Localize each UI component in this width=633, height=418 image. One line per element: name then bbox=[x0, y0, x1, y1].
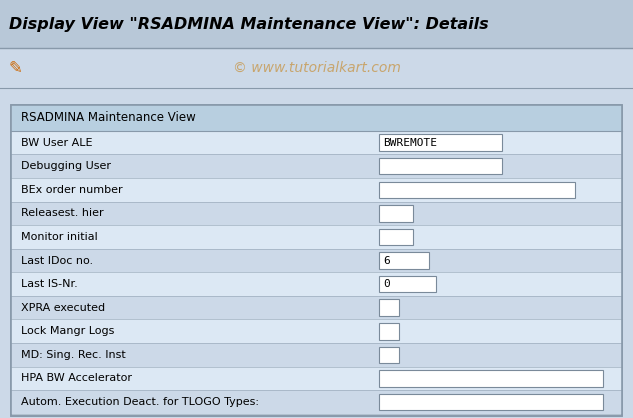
Bar bbox=[379, 158, 502, 174]
Text: BEx order number: BEx order number bbox=[21, 185, 123, 195]
Text: BW User ALE: BW User ALE bbox=[21, 138, 92, 148]
Bar bbox=[11, 390, 622, 414]
Text: ✎: ✎ bbox=[9, 59, 23, 77]
Bar bbox=[379, 276, 436, 292]
Bar bbox=[379, 370, 603, 387]
Text: Last IDoc no.: Last IDoc no. bbox=[21, 255, 93, 265]
Bar bbox=[379, 134, 502, 151]
Text: Monitor initial: Monitor initial bbox=[21, 232, 97, 242]
Bar bbox=[11, 104, 622, 416]
Bar bbox=[379, 205, 413, 222]
Bar bbox=[11, 201, 622, 225]
Text: Lock Mangr Logs: Lock Mangr Logs bbox=[21, 326, 115, 336]
Text: © www.tutorialkart.com: © www.tutorialkart.com bbox=[232, 61, 401, 75]
Bar bbox=[11, 131, 622, 154]
Text: Releasest. hier: Releasest. hier bbox=[21, 208, 104, 218]
Text: MD: Sing. Rec. Inst: MD: Sing. Rec. Inst bbox=[21, 350, 125, 360]
Bar bbox=[11, 343, 622, 367]
Bar bbox=[11, 178, 622, 201]
Text: Debugging User: Debugging User bbox=[21, 161, 111, 171]
Text: Display View "RSADMINA Maintenance View": Details: Display View "RSADMINA Maintenance View"… bbox=[9, 17, 489, 31]
Text: XPRA executed: XPRA executed bbox=[21, 303, 105, 313]
Bar bbox=[379, 229, 413, 245]
Text: BWREMOTE: BWREMOTE bbox=[384, 138, 437, 148]
Bar bbox=[11, 154, 622, 178]
Bar bbox=[379, 323, 399, 339]
Bar bbox=[379, 252, 429, 269]
Bar bbox=[11, 367, 622, 390]
Bar bbox=[11, 104, 622, 131]
Bar bbox=[379, 181, 575, 198]
Text: 0: 0 bbox=[384, 279, 391, 289]
Bar bbox=[379, 347, 399, 363]
Bar bbox=[11, 249, 622, 273]
Text: 6: 6 bbox=[384, 255, 391, 265]
Text: Last IS-Nr.: Last IS-Nr. bbox=[21, 279, 78, 289]
Bar bbox=[11, 225, 622, 249]
Text: RSADMINA Maintenance View: RSADMINA Maintenance View bbox=[21, 111, 196, 124]
Bar bbox=[0, 0, 633, 48]
Text: Autom. Execution Deact. for TLOGO Types:: Autom. Execution Deact. for TLOGO Types: bbox=[21, 397, 259, 407]
Bar bbox=[11, 104, 622, 416]
Bar bbox=[11, 319, 622, 343]
Bar bbox=[0, 48, 633, 88]
Text: HPA BW Accelerator: HPA BW Accelerator bbox=[21, 373, 132, 383]
Bar bbox=[11, 296, 622, 319]
Bar bbox=[379, 394, 603, 410]
Bar bbox=[11, 273, 622, 296]
Bar bbox=[379, 299, 399, 316]
